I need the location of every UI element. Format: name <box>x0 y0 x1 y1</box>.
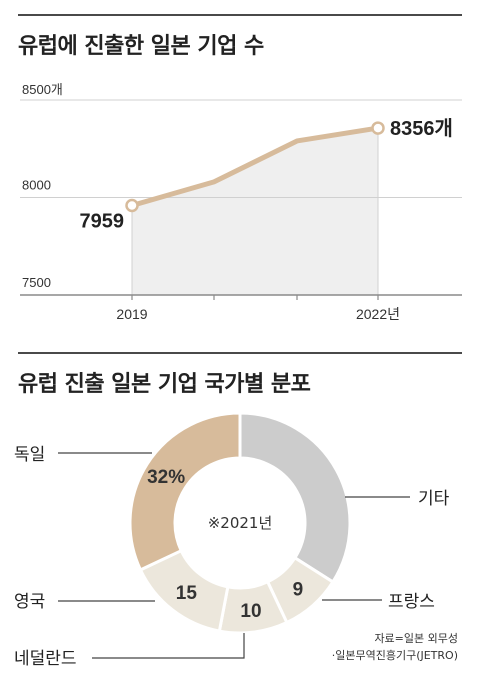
x-tick-label: 2022년 <box>356 306 400 322</box>
data-label: 7959 <box>80 210 125 232</box>
source-line-1: 자료=일본 외무성 <box>374 632 458 645</box>
y-tick-label: 8000 <box>22 178 51 193</box>
donut-slice <box>238 411 352 585</box>
category-label: 독일 <box>14 445 45 465</box>
category-label: 영국 <box>14 592 45 612</box>
source-note: 자료=일본 외무성 ·일본무역진흥기구(JETRO) <box>332 630 458 664</box>
category-label: 네덜란드 <box>14 649 77 669</box>
y-tick-label: 8500개 <box>22 82 63 97</box>
donut-slice <box>138 548 230 633</box>
middle-rule <box>18 352 462 354</box>
line-chart-title: 유럽에 진출한 일본 기업 수 <box>18 34 264 59</box>
y-tick-label: 7500 <box>22 275 51 290</box>
data-label: 8356개 <box>390 117 453 140</box>
slice-value-label: 15 <box>176 583 198 604</box>
leader-line <box>92 633 245 659</box>
source-line-2: ·일본무역진흥기구(JETRO) <box>331 649 458 662</box>
category-label: 기타 <box>418 489 450 509</box>
donut-slice <box>128 411 242 572</box>
slice-value-label: 9 <box>293 580 304 601</box>
line-area-fill <box>132 128 378 295</box>
donut-slice <box>217 579 289 635</box>
slice-value-label: 10 <box>240 601 261 622</box>
pie-chart-title: 유럽 진출 일본 기업 국가별 분포 <box>18 372 311 397</box>
data-point <box>125 198 139 213</box>
x-tick-label: 2019 <box>116 306 147 322</box>
series-line <box>129 125 381 208</box>
donut-slice <box>265 555 335 625</box>
center-note: ※2021년 <box>208 514 273 532</box>
category-label: 프랑스 <box>388 592 435 612</box>
line-chart: 8500개 8000 7500 2019 2022년 7959 8356개 <box>20 82 462 322</box>
data-point <box>371 121 385 135</box>
slice-value-label: 32% <box>147 467 185 488</box>
top-rule <box>18 14 462 16</box>
